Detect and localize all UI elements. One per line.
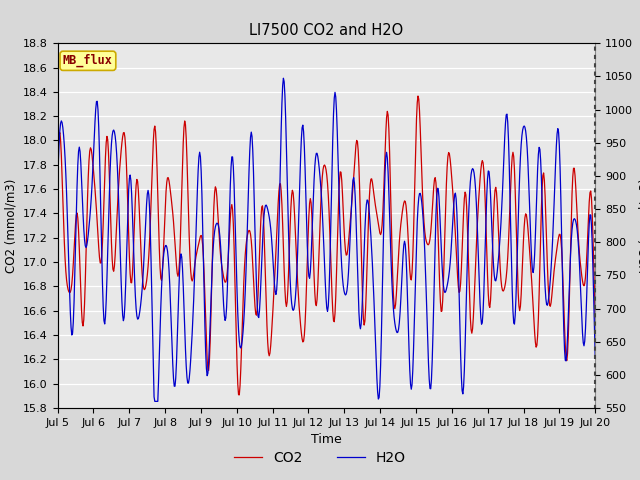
CO2 bbox=[54, 164, 61, 170]
CO2 bbox=[408, 270, 416, 276]
H2O bbox=[174, 314, 182, 320]
CO2 bbox=[63, 283, 71, 288]
CO2 bbox=[392, 292, 400, 298]
CO2 bbox=[591, 316, 599, 322]
CO2 bbox=[414, 93, 422, 99]
H2O bbox=[54, 183, 61, 189]
H2O bbox=[119, 312, 127, 318]
H2O bbox=[151, 398, 159, 404]
CO2 bbox=[236, 392, 243, 398]
CO2 bbox=[173, 271, 181, 276]
Title: LI7500 CO2 and H2O: LI7500 CO2 and H2O bbox=[249, 23, 404, 38]
H2O bbox=[280, 75, 287, 81]
Y-axis label: H2O (mmol/m3): H2O (mmol/m3) bbox=[639, 178, 640, 273]
Line: H2O: H2O bbox=[58, 78, 595, 401]
Y-axis label: CO2 (mmol/m3): CO2 (mmol/m3) bbox=[4, 179, 17, 273]
Text: MB_flux: MB_flux bbox=[63, 54, 113, 68]
H2O bbox=[63, 213, 71, 218]
H2O bbox=[393, 330, 401, 336]
Legend: CO2, H2O: CO2, H2O bbox=[228, 445, 412, 471]
X-axis label: Time: Time bbox=[311, 433, 342, 446]
H2O bbox=[591, 354, 599, 360]
H2O bbox=[202, 366, 210, 372]
Line: CO2: CO2 bbox=[58, 96, 595, 395]
CO2 bbox=[119, 134, 127, 140]
H2O bbox=[409, 368, 417, 374]
CO2 bbox=[202, 317, 209, 323]
